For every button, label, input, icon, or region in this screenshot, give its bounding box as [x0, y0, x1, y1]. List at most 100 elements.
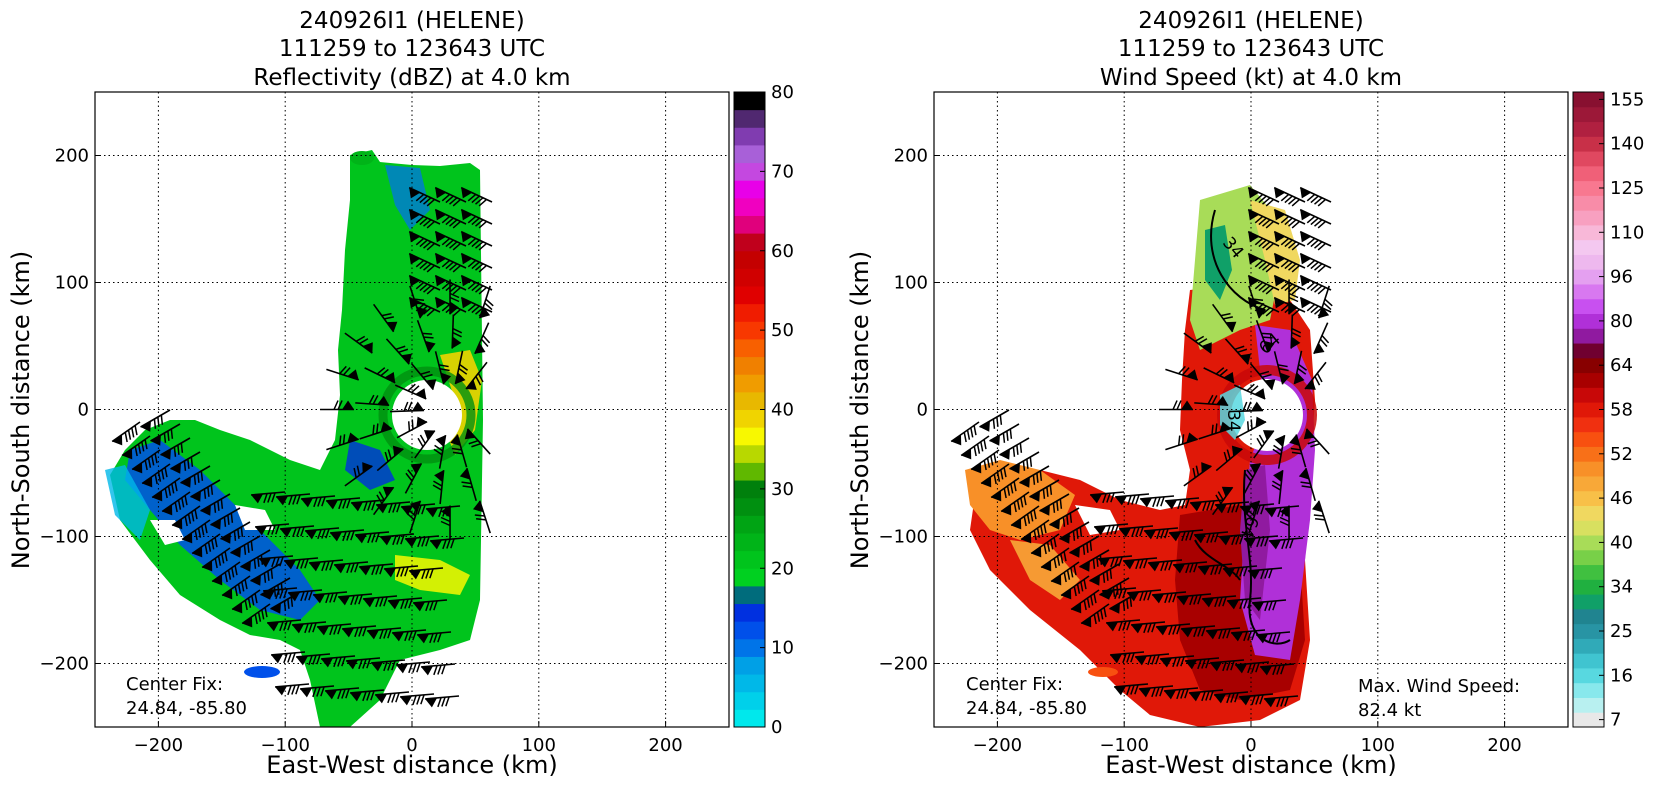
wind-barb: [364, 367, 396, 384]
wind-barb: [1255, 319, 1275, 353]
colorbar-tick-label: 40: [771, 400, 794, 421]
wind-barb: [1173, 561, 1208, 574]
colorbar-segment: [1573, 402, 1604, 418]
wind-barb: [267, 619, 302, 632]
wind-barb: [460, 208, 493, 229]
wind-barb: [1019, 465, 1050, 488]
wind-barb: [1194, 394, 1229, 407]
colorbar-tick-label: 40: [1610, 532, 1633, 553]
wind-barb: [326, 432, 359, 451]
wind-barbs: [111, 186, 494, 708]
colorbar-segment: [734, 180, 765, 199]
colorbar-segment: [1573, 461, 1604, 477]
wind-barb: [1290, 314, 1302, 349]
colorbar-segment: [734, 568, 765, 587]
wind-barb: [344, 462, 373, 487]
colorbar-segment: [734, 215, 765, 234]
wind-barb: [408, 274, 441, 295]
colorbar-segment: [1573, 579, 1604, 595]
wind-barb: [408, 252, 441, 273]
wind-barb: [960, 435, 990, 460]
wind-barb: [430, 537, 465, 550]
wind-barb: [1317, 285, 1333, 319]
wind-barb: [111, 421, 141, 446]
wind-barb: [408, 230, 441, 251]
wind-barb: [309, 559, 344, 572]
y-tick-label: −100: [879, 527, 928, 548]
colorbar-segment: [1573, 564, 1604, 580]
colorbar-tick-label: 25: [1610, 621, 1633, 642]
wind-barb: [1160, 655, 1195, 668]
colorbar-segment: [734, 162, 765, 181]
wind-barb: [385, 338, 412, 365]
wind-barb: [367, 627, 402, 640]
wind-barb: [392, 629, 427, 642]
colorbar-segment: [1573, 165, 1604, 182]
wind-barb: [1039, 493, 1070, 516]
y-tick-label: −200: [40, 654, 89, 675]
colorbar-segment: [1573, 239, 1604, 255]
wind-field-orange: [965, 460, 1075, 540]
reflectivity-field: [105, 150, 483, 727]
max-wind-label: Max. Wind Speed:: [1358, 676, 1520, 697]
colorbar-segment: [1573, 328, 1604, 344]
wind-speed-field: [965, 185, 1317, 727]
wind-barb: [375, 691, 410, 704]
colorbar-tick-label: 7: [1610, 710, 1621, 731]
x-tick-label: 100: [1361, 735, 1395, 756]
wind-field-magenta: [1240, 465, 1270, 620]
wind-barb: [1269, 537, 1304, 550]
colorbar-tick-label: 34: [1610, 577, 1633, 598]
wind-barb: [416, 319, 436, 353]
wind-barb: [1177, 593, 1212, 606]
eye-region: [1231, 379, 1303, 451]
axis-ticks: −200 −100 0 100 200 −200 −100 0 100 200: [879, 146, 1522, 757]
wind-barb: [1273, 274, 1306, 295]
wind-barb: [1131, 621, 1166, 634]
colorbar-segment: [734, 462, 765, 481]
wind-barb: [434, 296, 467, 317]
colorbar-segment: [1573, 431, 1604, 447]
wind-barb: [1165, 432, 1198, 451]
y-axis-label: North-South distance (km): [7, 251, 35, 570]
reflectivity-yellow-patch: [395, 555, 470, 595]
colorbar-segment: [734, 127, 765, 146]
reflectivity-cell: [244, 666, 280, 678]
wind-barb: [1020, 519, 1050, 544]
wind-barb: [970, 449, 1000, 474]
colorbar-tick-label: 58: [1610, 400, 1633, 421]
colorbar-segment: [1573, 667, 1604, 684]
colorbar-tick-label: 52: [1610, 444, 1633, 465]
wind-barb: [1248, 567, 1283, 580]
center-fix-label: Center Fix:: [126, 674, 223, 695]
wind-barb: [255, 523, 290, 536]
colorbar-segment: [734, 656, 765, 675]
colorbar-segment: [1573, 623, 1604, 639]
colorbar-segment: [734, 674, 765, 693]
colorbar-segment: [1573, 682, 1604, 698]
title-line-2: 111259 to 123643 UTC: [279, 36, 545, 62]
wind-barb: [460, 186, 493, 207]
wind-barb: [170, 451, 201, 474]
wind-barb: [1210, 659, 1245, 672]
colorbar-tick-label: 20: [771, 558, 794, 579]
wind-barb: [211, 561, 241, 586]
wind-barb: [1198, 421, 1232, 440]
wind-barb: [1247, 274, 1280, 295]
wind-barb: [1219, 533, 1254, 546]
colorbar-segment: [734, 338, 765, 358]
colorbar-tick-label: 80: [771, 82, 794, 103]
wind-field-cell: [1088, 667, 1118, 677]
wind-barb: [1203, 367, 1235, 384]
colorbar-segment: [734, 286, 765, 305]
y-tick-label: −100: [40, 527, 89, 548]
wind-barb: [270, 591, 301, 614]
wind-barb: [1247, 230, 1280, 251]
wind-barb: [388, 597, 423, 610]
colorbar-segment: [734, 250, 765, 269]
wind-barb: [990, 477, 1020, 502]
title-line-3: Reflectivity (dBZ) at 4.0 km: [253, 65, 570, 91]
wind-barb: [220, 521, 251, 544]
wind-barb: [454, 350, 469, 385]
wind-speed-panel: 240926I1 (HELENE) 111259 to 123643 UTC W…: [846, 8, 1644, 779]
